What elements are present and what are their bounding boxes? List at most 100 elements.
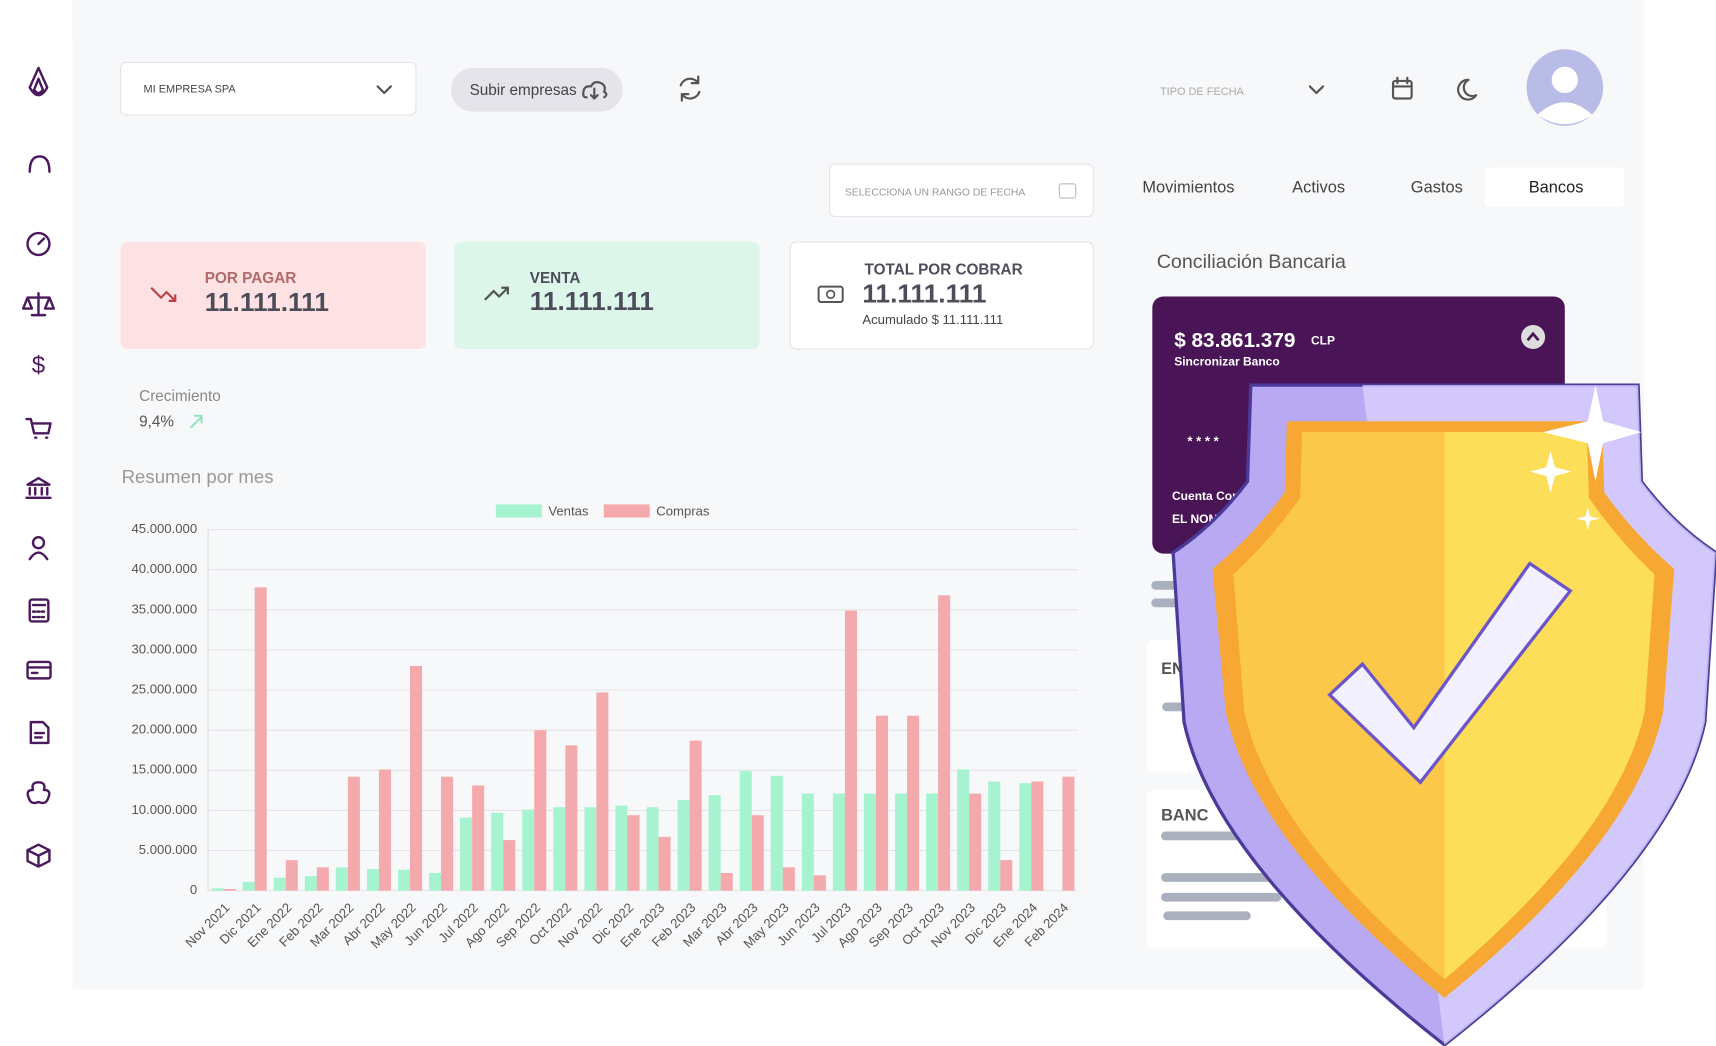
bar xyxy=(366,868,379,891)
bar xyxy=(969,793,982,891)
legend-label: Ventas xyxy=(548,504,589,519)
bar xyxy=(739,771,752,891)
bar xyxy=(844,610,857,891)
account-type: Cuenta Cor xyxy=(1172,489,1237,503)
bar xyxy=(553,807,566,891)
bar xyxy=(658,836,671,891)
tab[interactable]: Activos xyxy=(1292,179,1345,197)
y-tick-label: 45.000.000 xyxy=(132,521,198,536)
bar xyxy=(1019,783,1032,891)
card-value: 11.111.111 xyxy=(862,278,986,308)
money-icon xyxy=(817,285,844,303)
card-por-pagar xyxy=(120,241,426,350)
collapse-button[interactable] xyxy=(1521,324,1546,350)
trend-down-icon xyxy=(150,286,177,302)
card-value: 11.111.111 xyxy=(205,287,329,317)
card-label: POR PAGAR xyxy=(205,270,297,287)
legend-swatch xyxy=(603,504,650,518)
calendar-icon-detail xyxy=(1391,76,1413,88)
bar xyxy=(938,595,951,891)
bar xyxy=(378,769,391,891)
bar xyxy=(751,815,764,891)
bar xyxy=(491,812,504,891)
upload-button[interactable] xyxy=(450,67,623,112)
moon-icon[interactable] xyxy=(1457,78,1478,101)
bank-title: Conciliación Bancaria xyxy=(1157,251,1346,273)
bar xyxy=(782,867,795,891)
bar xyxy=(875,715,889,891)
bar xyxy=(615,805,628,891)
y-tick-label: 25.000.000 xyxy=(132,682,198,697)
calendar-icon xyxy=(1058,183,1077,199)
y-tick-label: 35.000.000 xyxy=(132,601,198,616)
chevron xyxy=(1308,85,1325,95)
placeholder-bar xyxy=(1161,873,1282,882)
y-tick-label: 30.000.000 xyxy=(132,641,198,656)
y-tick-label: 0 xyxy=(190,882,197,897)
bar xyxy=(895,793,908,891)
chevron xyxy=(376,85,392,95)
money-icon-detail xyxy=(825,289,836,299)
card-venta xyxy=(454,241,760,350)
bar xyxy=(988,781,1001,891)
avatar[interactable] xyxy=(1526,49,1604,126)
upload-label: Subir empresas xyxy=(470,82,577,99)
bar xyxy=(254,587,267,891)
bar xyxy=(534,730,547,891)
tab[interactable]: Gastos xyxy=(1411,179,1463,197)
card-label: TOTAL POR COBRAR xyxy=(865,261,1023,278)
bar xyxy=(472,785,485,891)
bar xyxy=(801,793,814,891)
bank-currency: CLP xyxy=(1311,334,1335,348)
bar xyxy=(813,875,826,891)
bar xyxy=(441,776,454,891)
bank-sync[interactable]: Sincronizar Banco xyxy=(1174,354,1280,368)
placeholder-bar xyxy=(1161,892,1282,902)
legend-swatch xyxy=(495,504,542,518)
calendar-icon[interactable] xyxy=(1391,79,1413,100)
bar xyxy=(832,793,845,891)
bar xyxy=(223,889,236,891)
bar xyxy=(627,815,640,891)
bar xyxy=(1000,860,1013,891)
bar xyxy=(1031,781,1044,891)
date-type[interactable]: TIPO DE FECHA xyxy=(1160,86,1245,98)
bar xyxy=(503,840,516,891)
bar xyxy=(285,860,298,891)
tab[interactable]: Movimientos xyxy=(1142,179,1234,197)
section-title: BANC xyxy=(1161,807,1209,825)
y-tick-label: 20.000.000 xyxy=(132,722,198,737)
card-total-por-cobrar xyxy=(789,241,1094,350)
placeholder-bar xyxy=(1163,911,1251,921)
bar xyxy=(397,869,411,891)
bar xyxy=(522,809,535,891)
bar xyxy=(565,745,578,891)
company-select[interactable] xyxy=(120,61,417,116)
card-label: VENTA xyxy=(530,270,581,287)
bar xyxy=(460,817,473,891)
bar xyxy=(677,799,690,891)
bar xyxy=(410,665,423,891)
trend-up-icon xyxy=(484,286,509,301)
refresh-icon[interactable] xyxy=(679,75,701,102)
cloud-icon xyxy=(582,80,608,100)
growth-arrow xyxy=(189,414,203,429)
bar xyxy=(211,888,224,891)
bar xyxy=(584,807,597,891)
bar xyxy=(926,793,939,891)
collapse-icon xyxy=(1526,331,1540,342)
growth-value: 9,4% xyxy=(139,413,174,430)
svg-text:$: $ xyxy=(32,352,45,379)
tab-active[interactable]: Bancos xyxy=(1529,179,1584,197)
bank-balance: $ 83.861.379 xyxy=(1174,329,1295,352)
bar xyxy=(335,867,348,891)
card-value: 11.111.111 xyxy=(530,286,654,316)
y-tick-label: 10.000.000 xyxy=(132,802,198,817)
sidebar-icons[interactable]: $ xyxy=(21,66,56,868)
date-range-input[interactable] xyxy=(829,163,1094,218)
bar xyxy=(1062,776,1075,891)
card-note: Acumulado $ 11.111.111 xyxy=(862,312,1003,327)
bar xyxy=(646,807,659,891)
